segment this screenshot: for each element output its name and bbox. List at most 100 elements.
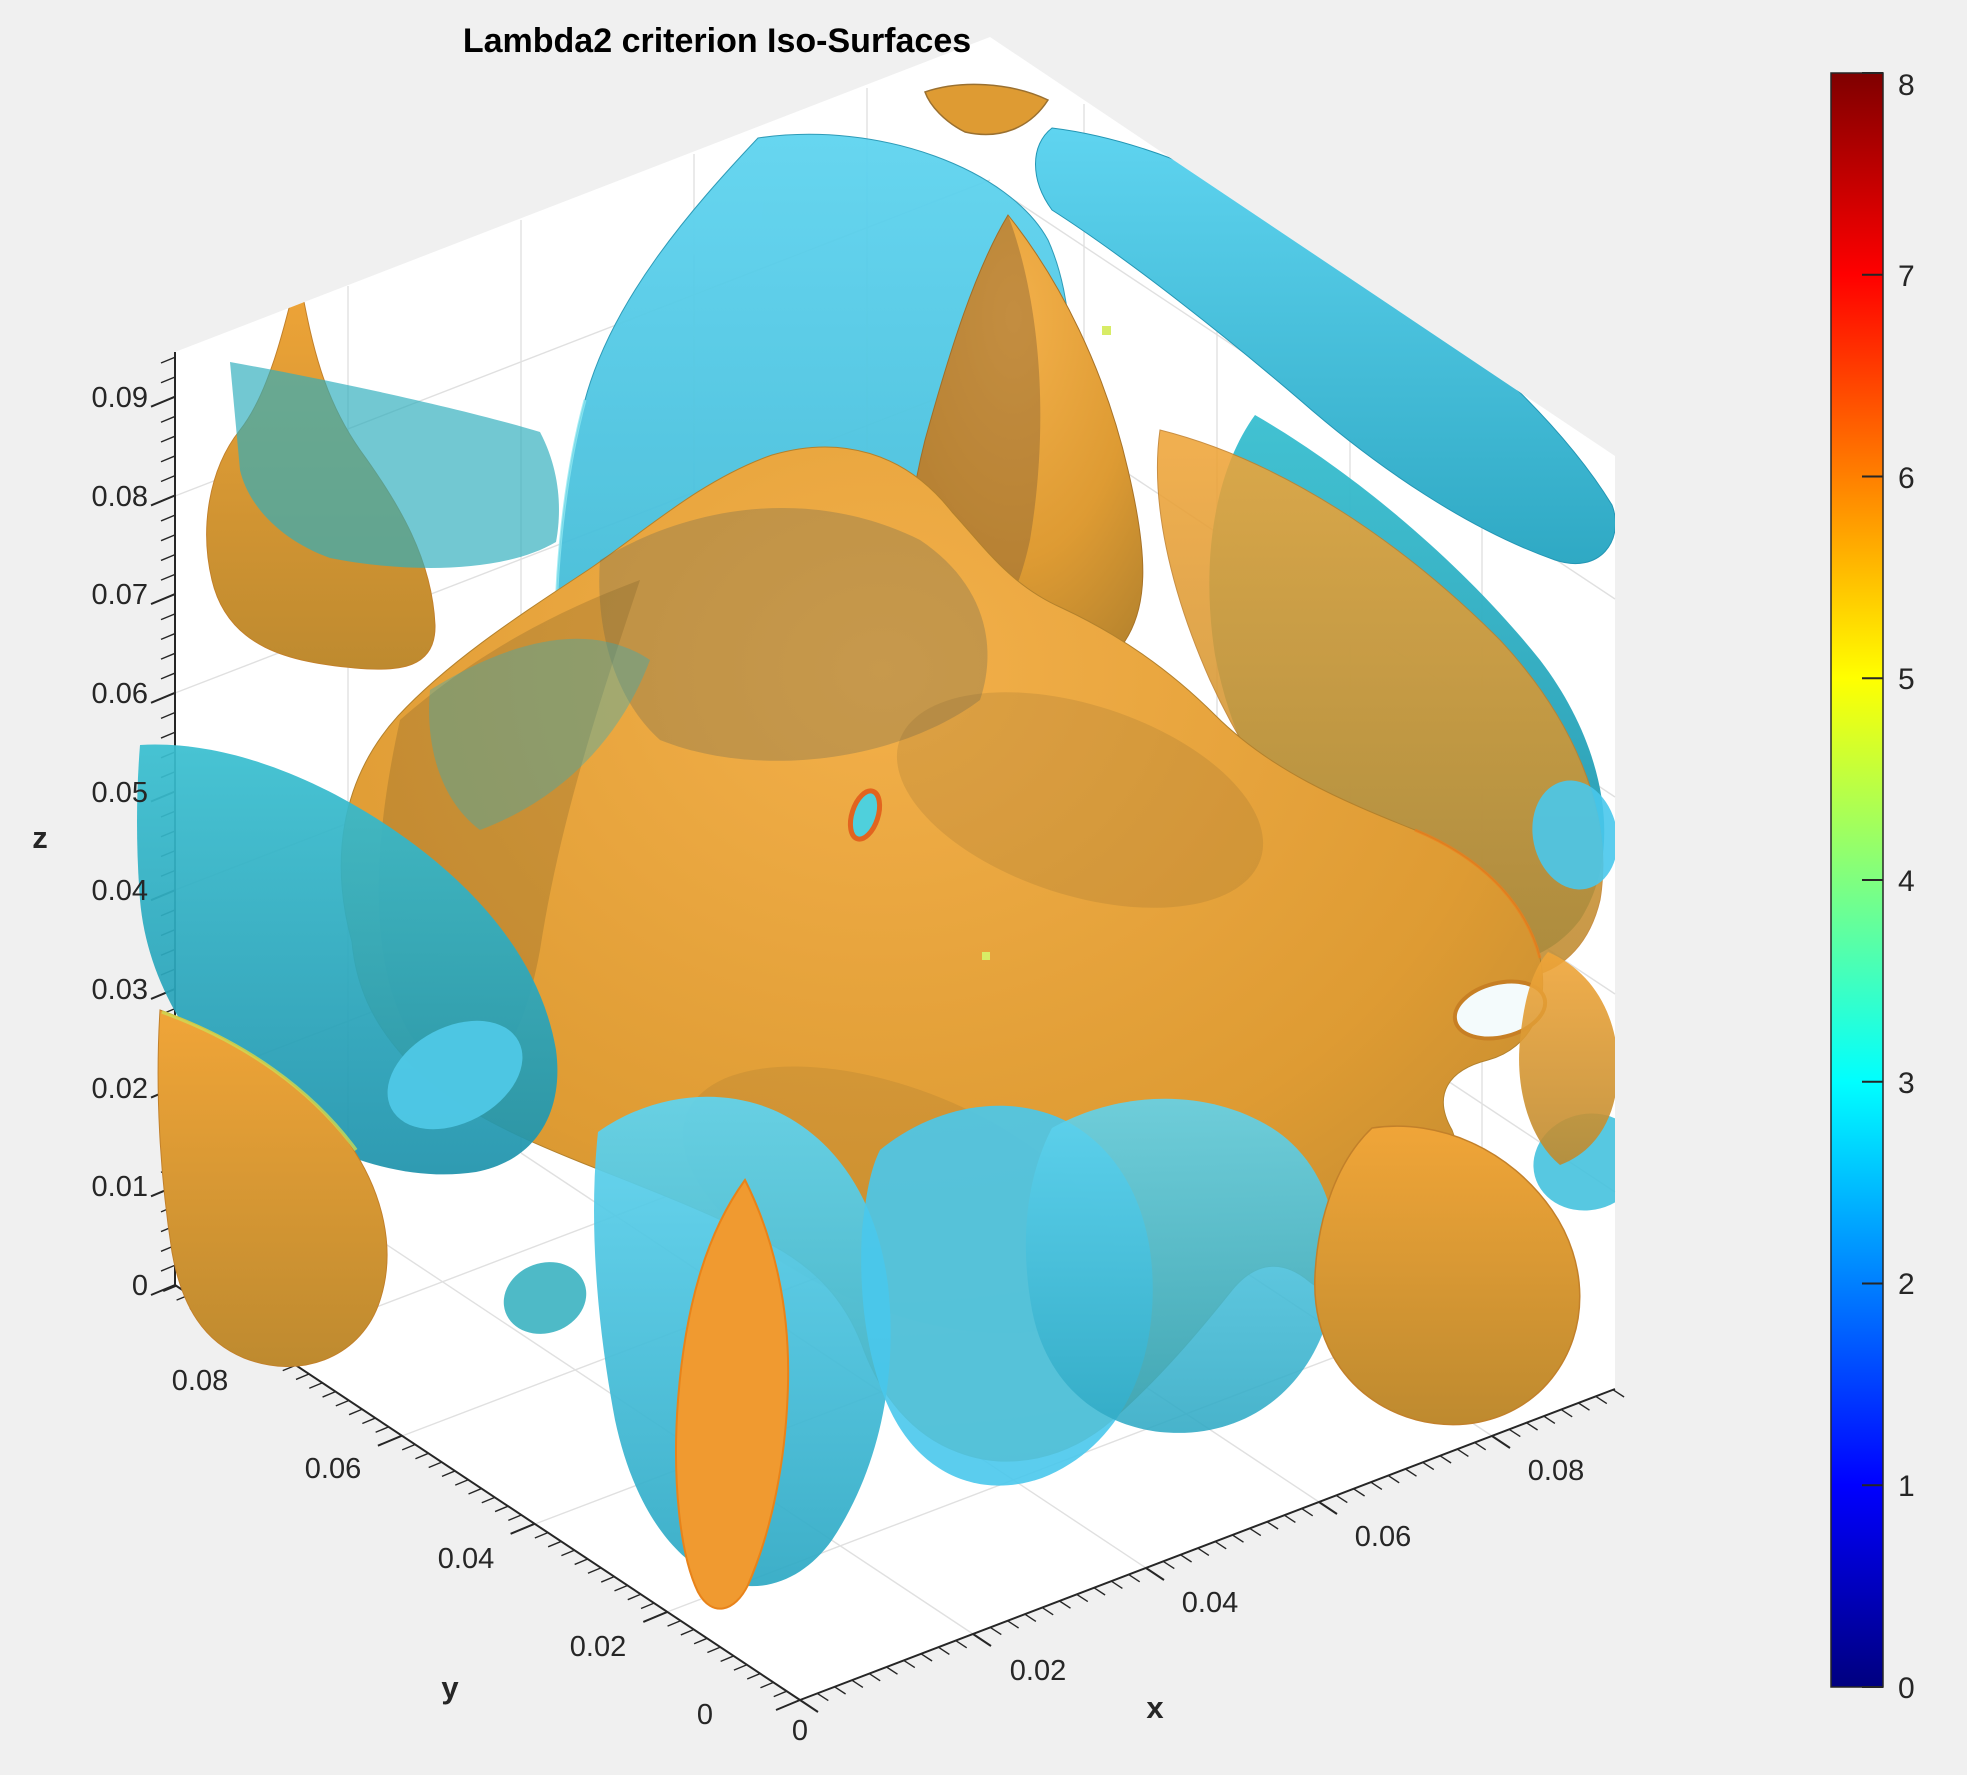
x-axis-major-ticks [799, 1435, 1511, 1713]
tick-mark [1111, 1580, 1123, 1589]
tick-mark [1335, 1494, 1348, 1504]
y-tick-label: 0.08 [172, 1365, 228, 1397]
tick-mark [322, 1391, 336, 1398]
tick-mark [614, 1584, 628, 1592]
tick-mark [868, 1673, 881, 1682]
tick-mark [1197, 1547, 1210, 1556]
tick-mark [989, 1626, 1002, 1636]
z-axis-tick-labels: 0 0.01 0.02 0.03 0.04 0.05 0.06 0.07 0.0… [92, 382, 148, 1302]
tick-mark [851, 1679, 864, 1688]
orange-isosurface-bottom-right [1314, 1125, 1581, 1426]
z-tick-label: 0.07 [92, 579, 148, 611]
z-tick-label: 0.04 [92, 875, 148, 907]
x-tick-label: 0 [792, 1715, 808, 1747]
tick-mark [600, 1576, 615, 1583]
tick-mark [160, 652, 176, 660]
surface-fleck [1102, 326, 1111, 335]
tick-mark [1612, 1389, 1625, 1398]
tick-mark [886, 1666, 898, 1675]
tick-mark [150, 593, 176, 606]
tick-mark [508, 1514, 522, 1522]
tick-mark [1595, 1395, 1608, 1405]
tick-mark [454, 1479, 469, 1486]
tick-mark [160, 553, 176, 562]
tick-mark [160, 632, 176, 641]
cyan-isosurface-ellipse [387, 1020, 523, 1130]
z-axis-major-ticks [150, 395, 176, 1296]
tick-mark [1162, 1560, 1175, 1570]
tick-mark [834, 1686, 846, 1695]
tick-mark [920, 1653, 933, 1662]
tick-mark [160, 711, 176, 719]
tick-mark [561, 1549, 575, 1557]
tick-mark [574, 1558, 588, 1566]
tick-mark [160, 534, 176, 542]
tick-mark [1301, 1508, 1314, 1517]
tick-mark [309, 1382, 323, 1389]
tick-mark [816, 1692, 829, 1702]
tick-mark [1249, 1527, 1262, 1537]
tick-mark [348, 1408, 363, 1416]
cyan-isosurface-overlay [429, 638, 650, 830]
colorbar-tick-labels: 0 1 2 3 4 5 6 7 8 [1898, 69, 1915, 1705]
tick-mark [534, 1531, 549, 1539]
tick-mark [150, 691, 176, 704]
isosurface-hole [847, 788, 883, 842]
tick-mark [1041, 1607, 1054, 1616]
surface-shadow [599, 507, 988, 761]
tick-mark [160, 672, 176, 680]
tick-mark [1526, 1422, 1538, 1431]
y-tick-label: 0.02 [570, 1631, 626, 1663]
tick-mark [1405, 1468, 1417, 1477]
orange-isosurface-sliver [924, 83, 1050, 136]
tick-mark [377, 1434, 403, 1447]
tick-mark [1560, 1409, 1573, 1418]
tick-mark [1007, 1620, 1019, 1629]
tick-mark [760, 1681, 774, 1689]
tick-mark [547, 1540, 562, 1548]
cyan-isosurface-ellipse [503, 1262, 587, 1334]
x-tick-label: 0.06 [1355, 1521, 1411, 1553]
tick-mark [335, 1399, 350, 1407]
tick-mark [1508, 1428, 1521, 1438]
x-axis-tick-labels: 0 0.02 0.04 0.06 0.08 [792, 1455, 1584, 1747]
orange-isosurface-spike [675, 1178, 790, 1610]
tick-mark [1422, 1461, 1435, 1471]
colorbar-label: 1 [1898, 1470, 1915, 1503]
surface-shadow [896, 692, 1264, 908]
tick-mark [1093, 1587, 1106, 1596]
tick-mark [773, 1690, 787, 1698]
tick-mark [1353, 1488, 1365, 1497]
tick-mark [160, 573, 176, 581]
x-tick-label: 0.08 [1528, 1455, 1584, 1487]
tick-mark [903, 1659, 916, 1669]
tick-mark [799, 1699, 819, 1713]
tick-mark [160, 1264, 176, 1272]
y-tick-label: 0.06 [305, 1453, 361, 1485]
tick-mark [150, 494, 176, 507]
tick-mark [1232, 1534, 1244, 1543]
tick-mark [494, 1505, 509, 1513]
tick-mark [1387, 1475, 1400, 1484]
z-tick-label: 0.09 [92, 382, 148, 414]
chart-title: Lambda2 criterion Iso-Surfaces [463, 22, 971, 60]
tick-mark [160, 356, 176, 364]
tick-mark [481, 1496, 496, 1504]
tick-mark [972, 1633, 992, 1647]
colorbar-ticks [1862, 72, 1883, 1688]
tick-mark [680, 1628, 695, 1636]
x-axis-spine [799, 1388, 1616, 1701]
tick-mark [1076, 1593, 1089, 1603]
tick-mark [401, 1443, 416, 1451]
tick-mark [938, 1646, 950, 1655]
tick-mark [733, 1664, 748, 1671]
z-tick-label: 0.08 [92, 481, 148, 513]
tick-mark [1474, 1442, 1487, 1451]
tick-mark [160, 731, 176, 739]
tick-mark [150, 1284, 176, 1296]
tick-mark [1128, 1574, 1141, 1583]
tick-mark [746, 1672, 761, 1680]
tick-mark [1457, 1448, 1469, 1457]
tick-mark [160, 415, 176, 423]
